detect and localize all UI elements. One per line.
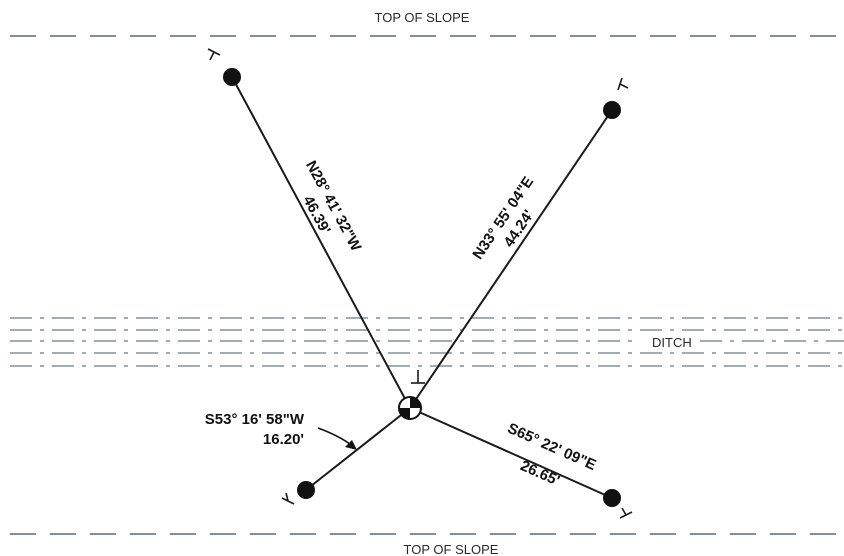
top-of-slope-label-upper: TOP OF SLOPE	[375, 10, 470, 25]
tack-symbol-center	[411, 370, 425, 384]
tack-symbol-nw	[207, 48, 221, 61]
control-point-symbol	[398, 396, 422, 420]
tie-line-se	[409, 407, 613, 499]
bearing-se: S65° 22' 09"E	[505, 420, 599, 474]
tack-symbol-sw	[281, 492, 295, 505]
top-of-slope-label-lower: TOP OF SLOPE	[404, 542, 499, 556]
tie-line-nw	[231, 76, 411, 409]
sw-leader-arrow	[317, 427, 357, 450]
distance-se: 26.65'	[518, 457, 562, 489]
bearing-sw: S53° 16' 58"W	[205, 411, 305, 428]
tack-symbol-se	[619, 507, 633, 519]
ditch-label: DITCH	[652, 335, 692, 350]
tie-point-sw	[297, 481, 315, 499]
tie-point-ne	[603, 101, 621, 119]
tie-point-nw	[223, 68, 241, 86]
ditch-lines	[10, 317, 844, 367]
tie-line-ne	[409, 109, 613, 409]
distance-sw: 16.20'	[263, 431, 304, 448]
tie-point-se	[603, 489, 621, 507]
tack-symbol-ne	[617, 77, 629, 91]
tie-line-sw	[305, 407, 411, 491]
